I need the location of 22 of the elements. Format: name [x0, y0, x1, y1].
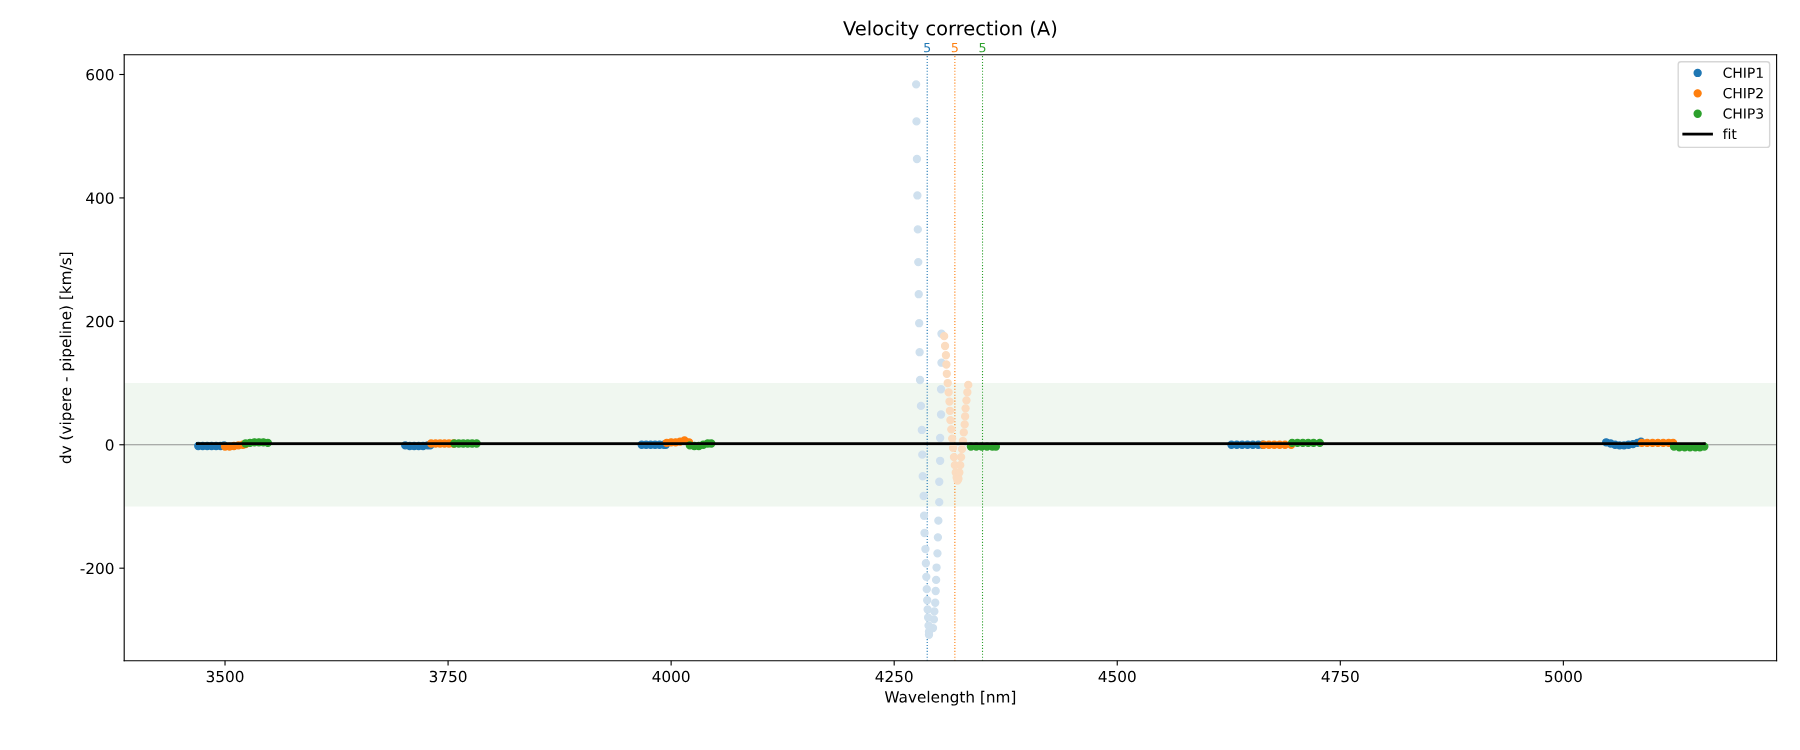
- y-tick-label: 200: [86, 315, 114, 328]
- x-tick-label: 4750: [1321, 670, 1359, 683]
- x-tick-label: 3500: [206, 670, 244, 683]
- y-tick-label: 0: [105, 439, 114, 451]
- text: 5: [951, 43, 958, 53]
- legend-label: CHIP2: [1723, 87, 1763, 99]
- x-tick-label: 4500: [1098, 670, 1136, 683]
- y-axis-title: dv (vipere - pipeline) [km/s]: [59, 252, 75, 464]
- text: 5: [924, 43, 931, 53]
- x-tick-label: 4000: [652, 670, 690, 683]
- y-tick-label: 600: [86, 68, 114, 81]
- x-tick-label: 5000: [1545, 670, 1582, 683]
- x-axis-title: Wavelength [nm]: [884, 690, 1016, 706]
- chart-title: Velocity correction (A): [843, 20, 1057, 40]
- legend-label: CHIP1: [1723, 67, 1763, 78]
- legend-label: CHIP3: [1723, 108, 1763, 119]
- y-tick-label: -200: [80, 562, 114, 575]
- x-tick-label: 3750: [429, 670, 467, 683]
- x-tick-label: 4250: [875, 670, 913, 683]
- text: 5: [979, 43, 986, 53]
- legend-label: fit: [1722, 128, 1737, 139]
- y-tick-label: 400: [86, 192, 114, 204]
